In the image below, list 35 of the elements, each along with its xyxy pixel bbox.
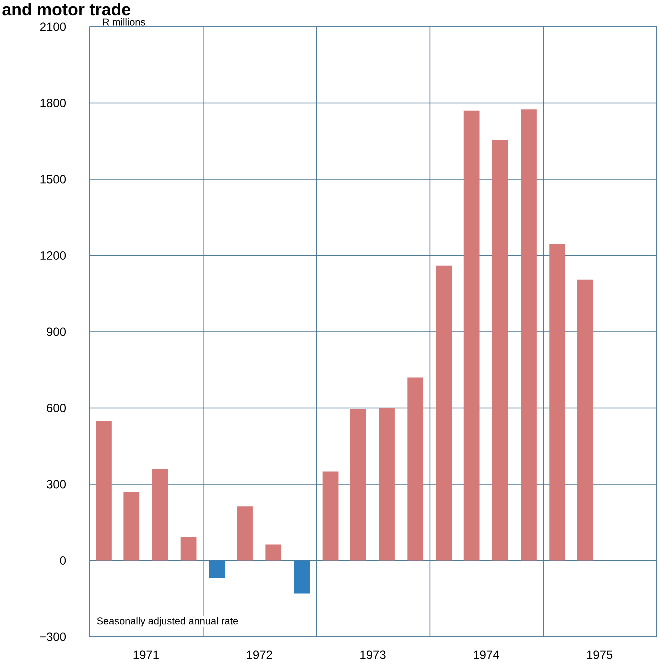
bar bbox=[236, 506, 253, 561]
x-tick-label: 1973 bbox=[360, 650, 386, 660]
bar bbox=[577, 280, 594, 561]
y-tick-label: 900 bbox=[46, 328, 66, 336]
bar bbox=[294, 560, 310, 594]
y-tick-label: 1200 bbox=[40, 252, 66, 260]
x-tick-label: 1971 bbox=[134, 650, 159, 660]
bar bbox=[408, 378, 424, 561]
y-axis-title: R millions bbox=[103, 18, 146, 26]
y-tick-label: 1500 bbox=[40, 175, 66, 184]
y-tick-label: −300 bbox=[40, 632, 66, 642]
bar bbox=[520, 110, 537, 561]
bar bbox=[322, 472, 339, 561]
bar bbox=[180, 537, 197, 561]
y-tick-label: 300 bbox=[46, 480, 66, 489]
bar bbox=[266, 544, 282, 561]
y-tick-label: 0 bbox=[60, 556, 66, 565]
x-tick-label: 1974 bbox=[474, 650, 500, 660]
chart-title: and motor trade bbox=[2, 3, 130, 16]
bar bbox=[464, 110, 480, 561]
y-tick-label: 600 bbox=[47, 404, 66, 412]
bar bbox=[378, 408, 395, 561]
x-tick-label: 1972 bbox=[247, 650, 272, 660]
x-tick-label: 1975 bbox=[587, 650, 612, 660]
y-tick-label: 1800 bbox=[40, 99, 66, 108]
annotation: Seasonally adjusted annual rate bbox=[97, 617, 238, 627]
bar bbox=[152, 469, 168, 561]
bar bbox=[436, 266, 452, 561]
bar bbox=[350, 410, 366, 561]
bar bbox=[124, 492, 140, 561]
bar bbox=[209, 560, 226, 578]
y-tick-label: 2100 bbox=[40, 22, 66, 32]
bar bbox=[96, 420, 112, 561]
bar bbox=[492, 140, 508, 561]
bar bbox=[549, 244, 566, 561]
